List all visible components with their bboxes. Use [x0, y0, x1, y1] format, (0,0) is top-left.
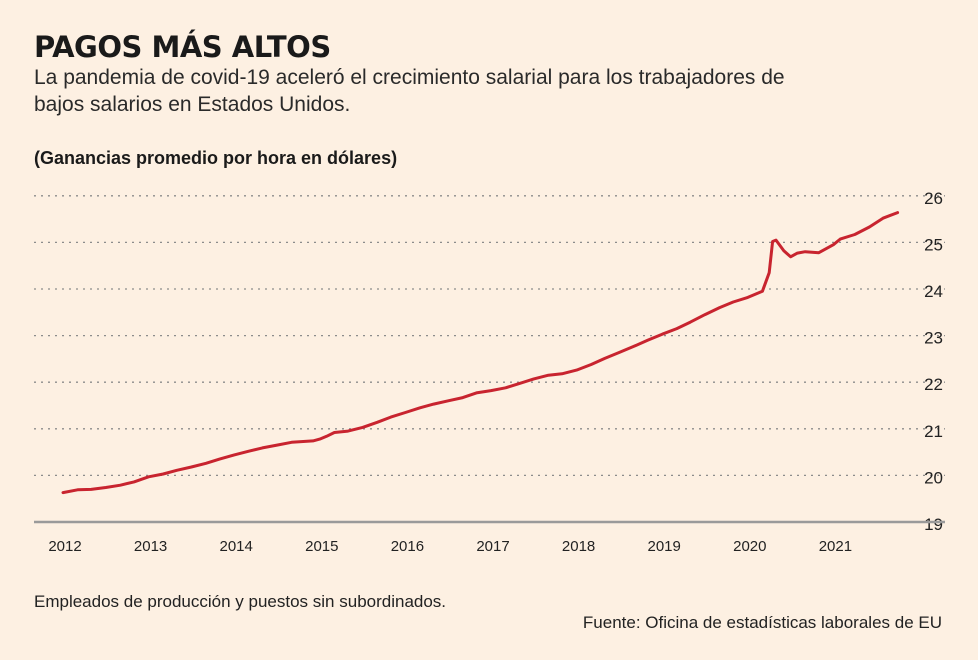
- y-tick-label-24: 24: [924, 282, 943, 301]
- x-tick-label-2017: 2017: [476, 538, 509, 555]
- y-tick-label-21: 21: [924, 422, 943, 441]
- y-tick-label-26: 26: [924, 189, 943, 208]
- x-tick-label-2012: 2012: [48, 538, 81, 555]
- series-layer: [61, 211, 900, 495]
- x-tick-label-2015: 2015: [305, 538, 338, 555]
- x-tick-labels: 2012 2013 2014 2015 2016 2017 2018 2019 2020 2021: [48, 538, 852, 555]
- chart-subtitle: La pandemia de covid-19 aceleró el creci…: [34, 66, 785, 116]
- y-tick-label-20: 20: [924, 468, 943, 487]
- x-tick-label-2020: 2020: [733, 538, 766, 555]
- x-tick-label-2021: 2021: [819, 538, 852, 555]
- y-tick-label-25: 25: [924, 235, 943, 254]
- x-tick-label-2016: 2016: [391, 538, 424, 555]
- x-tick-label-2014: 2014: [220, 538, 253, 555]
- chart-title: PAGOS MÁS ALTOS: [34, 30, 331, 64]
- x-tick-label-2018: 2018: [562, 538, 595, 555]
- y-tick-label-22: 22: [924, 375, 943, 394]
- x-tick-label-2013: 2013: [134, 538, 167, 555]
- x-tick-label-2019: 2019: [648, 538, 681, 555]
- y-tick-label-23: 23: [924, 329, 943, 348]
- y-tick-label-19: 19: [924, 515, 943, 534]
- y-axis-unit-label: (Ganancias promedio por hora en dólares): [34, 148, 398, 168]
- gridlines: [34, 195, 945, 477]
- source-credit: Fuente: Oficina de estadísticas laborale…: [582, 613, 942, 632]
- series-line-0: [61, 211, 900, 495]
- y-tick-labels: 19 20 21 22 23 24 25 26: [924, 189, 943, 534]
- footnote: Empleados de producción y puestos sin su…: [34, 592, 447, 611]
